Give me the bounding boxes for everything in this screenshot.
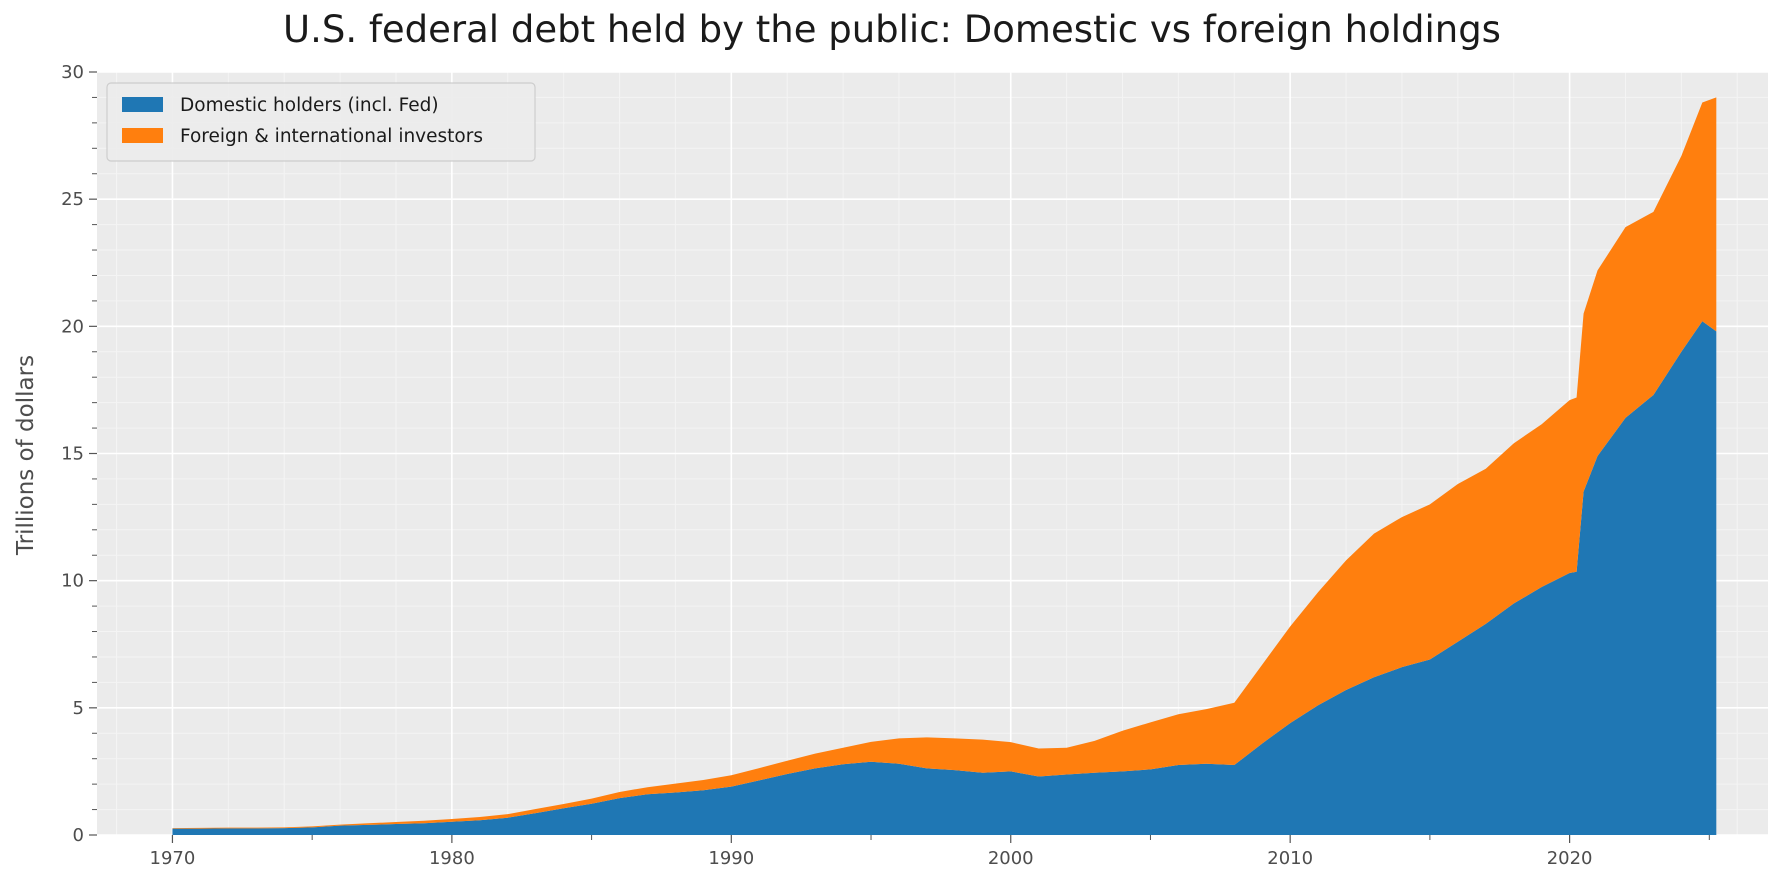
y-axis-tick-labels: 0 5 10 15 20 25 30 (61, 62, 84, 846)
area-series-foreign (172, 97, 1717, 829)
stacked-areas (172, 97, 1717, 835)
y-tick-label: 10 (61, 571, 84, 592)
x-tick-label: 2010 (1267, 848, 1313, 869)
y-tick-label: 5 (73, 698, 84, 719)
axis-ticks (89, 71, 1710, 843)
y-tick-label: 20 (61, 316, 84, 337)
chart-title: U.S. federal debt held by the public: Do… (283, 8, 1501, 51)
x-tick-label: 1990 (708, 848, 754, 869)
y-tick-label: 30 (61, 62, 84, 83)
legend-swatch (122, 128, 163, 143)
area-series-domestic (172, 321, 1717, 835)
y-tick-label: 15 (61, 444, 84, 465)
x-tick-label: 2000 (988, 848, 1034, 869)
major-gridlines (97, 71, 1768, 836)
legend-label: Domestic holders (incl. Fed) (180, 95, 439, 116)
x-axis-tick-labels: 1970 1980 1990 2000 2010 2020 (150, 848, 1593, 869)
x-tick-label: 1980 (429, 848, 475, 869)
legend-label: Foreign & international investors (180, 126, 483, 147)
y-tick-label: 0 (73, 825, 84, 846)
x-tick-label: 2020 (1547, 848, 1593, 869)
x-tick-label: 1970 (150, 848, 196, 869)
y-axis-label: Trillions of dollars (13, 355, 39, 556)
legend-frame (106, 82, 536, 162)
y-tick-label: 25 (61, 189, 84, 210)
legend: Domestic holders (incl. Fed) Foreign & in… (106, 82, 536, 162)
legend-swatch (122, 97, 163, 112)
